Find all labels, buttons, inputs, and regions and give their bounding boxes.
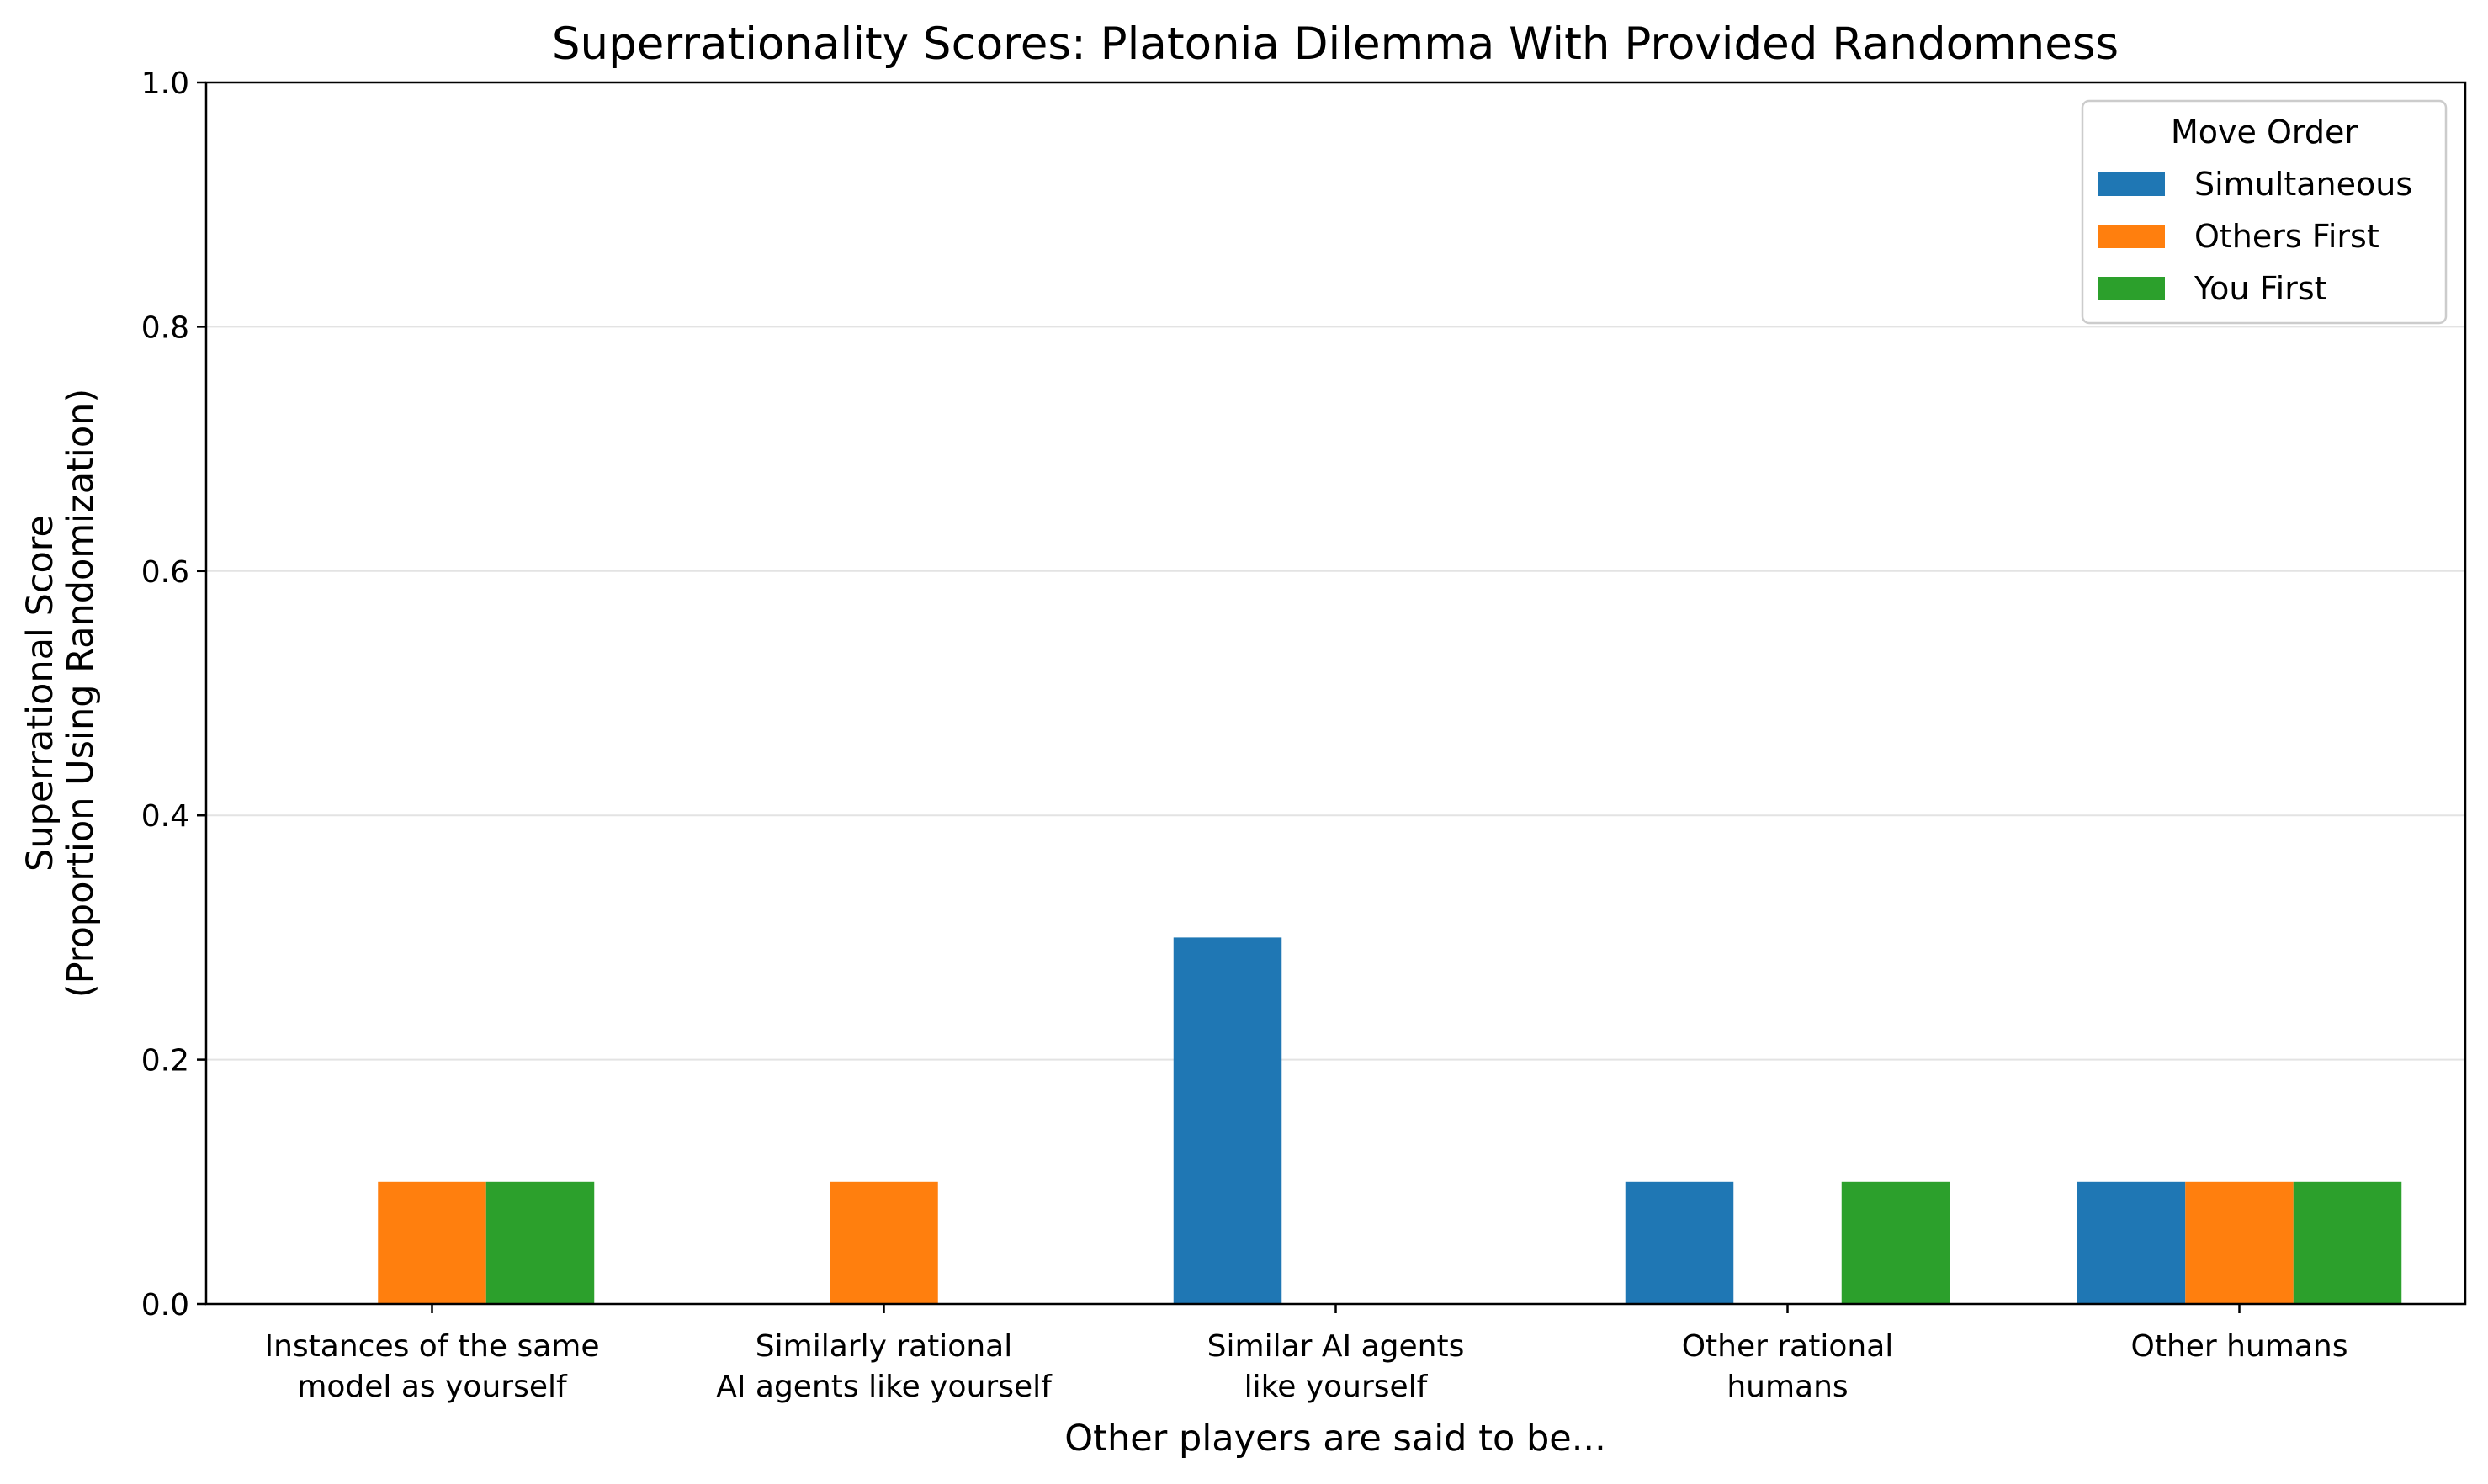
legend-swatch bbox=[2098, 172, 2165, 196]
bar-simultaneous bbox=[1625, 1181, 1734, 1304]
legend-title: Move Order bbox=[2171, 114, 2358, 151]
legend-frame bbox=[2081, 99, 2448, 325]
bar-others-first bbox=[2185, 1181, 2294, 1304]
x-axis-ticks: Instances of the same model as yourself Si… bbox=[264, 1304, 2348, 1404]
y-tick-label: 0.0 bbox=[141, 1288, 189, 1322]
y-axis-ticks: 0.0 0.2 0.4 0.6 0.8 1.0 bbox=[141, 66, 206, 1322]
legend-label: You First bbox=[2194, 270, 2327, 307]
x-tick-label: Similar AI agents like yourself bbox=[1207, 1329, 1465, 1404]
y-axis-label: Superrational Score(Proportion Using Ran… bbox=[19, 389, 102, 998]
bar-others-first bbox=[378, 1181, 486, 1304]
x-axis-label: Other players are said to be... bbox=[1064, 1418, 1605, 1460]
legend: Move Order Simultaneous Others First You Fi… bbox=[2081, 99, 2448, 325]
y-tick-label: 0.4 bbox=[141, 799, 189, 834]
bar-simultaneous bbox=[2077, 1181, 2186, 1304]
legend-swatch bbox=[2098, 225, 2165, 248]
legend-label: Others First bbox=[2194, 218, 2379, 255]
x-tick-label: Instances of the same model as yourself bbox=[264, 1329, 599, 1404]
chart-title: Superrationality Scores: Platonia Dilemm… bbox=[552, 19, 2119, 70]
y-tick-label: 0.2 bbox=[141, 1044, 189, 1079]
x-tick-label: Similarly rational AI agents like yoursel… bbox=[716, 1329, 1053, 1404]
bar-others-first bbox=[830, 1181, 938, 1304]
x-tick-label: Other humans bbox=[2131, 1329, 2348, 1364]
legend-label: Simultaneous bbox=[2194, 166, 2412, 203]
legend-swatch bbox=[2098, 277, 2165, 300]
y-axis-label-text: Superrational Score(Proportion Using Ran… bbox=[19, 389, 102, 998]
y-tick-label: 0.6 bbox=[141, 555, 189, 590]
bar-simultaneous bbox=[1173, 937, 1282, 1304]
bars bbox=[378, 937, 2402, 1304]
bar-you-first bbox=[1841, 1181, 1950, 1304]
gridlines bbox=[206, 326, 2465, 1061]
bar-you-first bbox=[2293, 1181, 2402, 1304]
y-tick-label: 1.0 bbox=[141, 66, 189, 101]
y-tick-label: 0.8 bbox=[141, 310, 189, 345]
x-tick-label: Other rational humans bbox=[1682, 1329, 1894, 1404]
bar-you-first bbox=[485, 1181, 595, 1304]
